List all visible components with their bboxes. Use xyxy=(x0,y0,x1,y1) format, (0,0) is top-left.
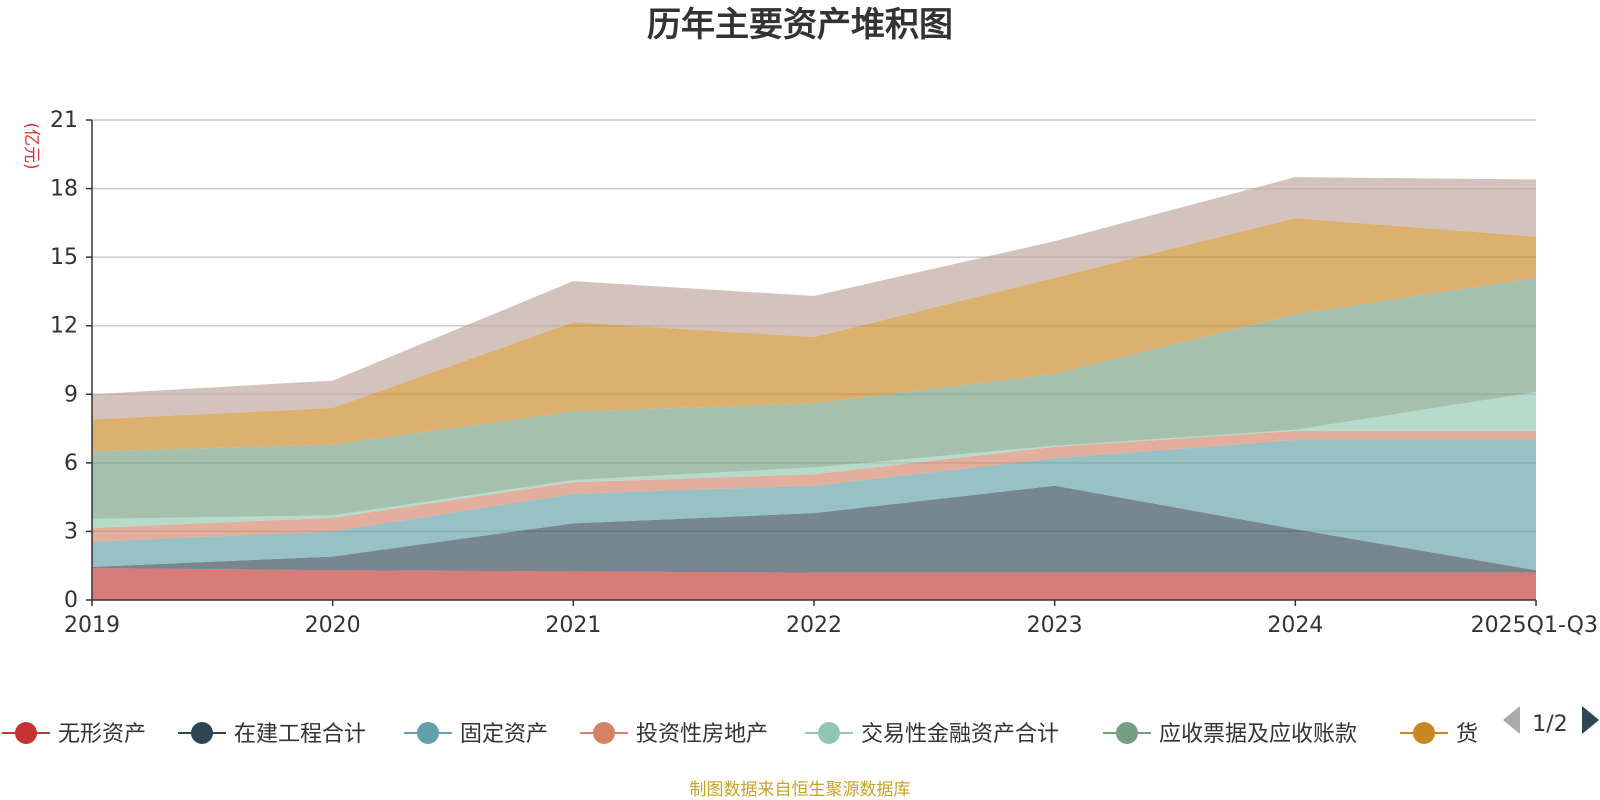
legend-item[interactable]: 货 xyxy=(1400,722,1478,747)
x-tick-label: 2021 xyxy=(545,613,601,638)
y-tick-label: 3 xyxy=(64,519,78,544)
x-axis-ticks: 2019 2020 2021 2022 2023 2024 2025Q1-Q3 xyxy=(64,600,1598,638)
legend-item[interactable]: 投资性房地产 xyxy=(580,722,768,747)
legend-item[interactable]: 应收票据及应收账款 xyxy=(1103,722,1357,747)
x-tick-label: 2019 xyxy=(64,613,120,638)
x-tick-label: 2025Q1-Q3 xyxy=(1471,613,1598,638)
legend-next-icon[interactable] xyxy=(1582,706,1599,734)
area-3[interactable] xyxy=(92,440,1536,571)
legend-item[interactable]: 交易性金融资产合计 xyxy=(805,722,1059,747)
legend-marker xyxy=(15,722,37,744)
legend-marker xyxy=(818,722,840,744)
data-source-note: 制图数据来自恒生聚源数据库 xyxy=(690,780,911,800)
y-tick-label: 12 xyxy=(50,314,78,339)
legend-marker xyxy=(593,722,615,744)
area-8[interactable] xyxy=(92,177,1536,420)
legend-pager: 1/2 xyxy=(1503,706,1599,737)
y-axis-unit-label: (亿元) xyxy=(21,122,41,169)
y-tick-label: 6 xyxy=(64,451,78,476)
legend-label: 无形资产 xyxy=(58,722,146,747)
legend-page-indicator: 1/2 xyxy=(1532,712,1567,737)
legend-item[interactable]: 固定资产 xyxy=(404,722,548,747)
x-tick-label: 2023 xyxy=(1027,613,1083,638)
area-series xyxy=(92,177,1536,600)
legend-marker xyxy=(1116,722,1138,744)
area-4[interactable] xyxy=(92,430,1536,542)
legend-prev-icon[interactable] xyxy=(1503,706,1520,734)
area-7[interactable] xyxy=(92,218,1536,452)
area-1[interactable] xyxy=(92,568,1536,600)
legend-label: 投资性房地产 xyxy=(636,722,768,747)
y-axis-ticks: 0 3 6 9 12 15 18 21 xyxy=(50,108,92,613)
y-tick-label: 0 xyxy=(64,588,78,613)
x-tick-label: 2024 xyxy=(1267,613,1323,638)
legend-label: 交易性金融资产合计 xyxy=(861,722,1059,747)
y-tick-label: 9 xyxy=(64,382,78,407)
legend-label: 在建工程合计 xyxy=(234,722,366,747)
legend-item[interactable]: 在建工程合计 xyxy=(178,722,366,747)
y-tick-label: 21 xyxy=(50,108,78,133)
y-tick-label: 18 xyxy=(50,177,78,202)
x-tick-label: 2022 xyxy=(786,613,842,638)
legend-marker xyxy=(1413,722,1435,744)
area-6[interactable] xyxy=(92,277,1536,519)
legend-label: 货 xyxy=(1456,722,1478,747)
legend-marker xyxy=(417,722,439,744)
legend-item[interactable]: 无形资产 xyxy=(2,722,146,747)
legend-label: 应收票据及应收账款 xyxy=(1159,722,1357,747)
y-tick-label: 15 xyxy=(50,245,78,270)
legend-label: 固定资产 xyxy=(460,722,548,747)
chart-title: 历年主要资产堆积图 xyxy=(647,5,953,45)
legend: 无形资产 在建工程合计 固定资产 投资性房地产 交易性金融资产合计 应收票据及应收账款 货 xyxy=(2,722,1478,747)
x-tick-label: 2020 xyxy=(305,613,361,638)
legend-marker xyxy=(191,722,213,744)
